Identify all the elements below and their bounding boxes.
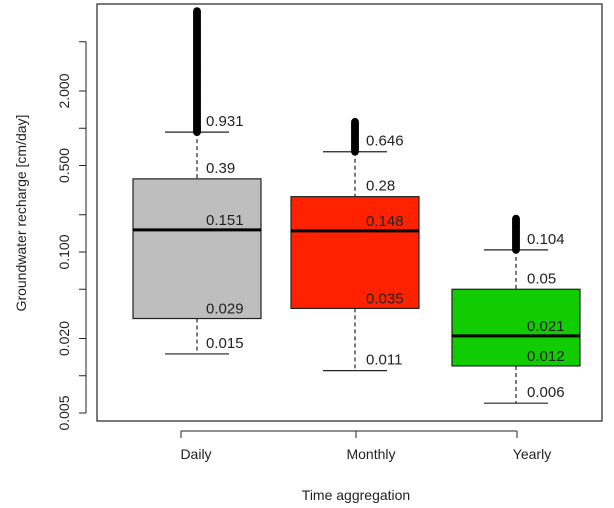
box-body (451, 288, 581, 367)
y-tick-label: 0.005 (56, 395, 72, 430)
value-label: 0.035 (366, 290, 404, 307)
value-label: 0.151 (206, 212, 244, 229)
value-label: 0.029 (206, 301, 244, 318)
y-tick-label: 0.500 (56, 148, 72, 183)
x-tick-label: Daily (180, 446, 211, 462)
value-label: 0.39 (206, 160, 235, 177)
box-daily: 0.931 0.39 0.151 0.029 0.015 (132, 7, 262, 355)
box-yearly: 0.104 0.05 0.021 0.012 0.006 (451, 214, 581, 404)
value-label: 0.006 (527, 384, 565, 401)
value-label: 0.012 (527, 348, 565, 365)
outlier-point (512, 214, 520, 223)
x-axis: Daily Monthly Yearly (180, 430, 551, 462)
x-tick-label: Yearly (513, 446, 551, 462)
value-label: 0.021 (527, 318, 565, 335)
y-tick-label: 0.020 (56, 321, 72, 356)
value-label: 0.104 (527, 231, 565, 248)
y-axis-title: Groundwater recharge [cm/day] (13, 115, 29, 312)
value-label: 0.148 (366, 213, 404, 230)
plot-frame (96, 3, 603, 422)
value-label: 0.05 (527, 270, 556, 287)
x-axis-title: Time aggregation (302, 487, 410, 503)
x-tick-label: Monthly (346, 446, 395, 462)
outlier-point (351, 117, 359, 126)
box-monthly: 0.646 0.28 0.148 0.035 0.011 (290, 117, 420, 372)
value-label: 0.015 (206, 335, 244, 352)
outlier-point (193, 7, 201, 16)
box-body (290, 196, 420, 310)
value-label: 0.28 (366, 178, 395, 195)
box-body (132, 178, 262, 320)
y-tick-label: 2.000 (56, 73, 72, 108)
value-label: 0.646 (366, 133, 404, 150)
value-label: 0.011 (366, 352, 402, 369)
value-label: 0.931 (206, 113, 244, 130)
boxes: 0.9310.390.1510.0290.0150.6460.280.1480.… (132, 7, 581, 404)
y-axis: 0.005 0.020 0.100 0.500 2.000 (56, 41, 87, 431)
y-tick-label: 0.100 (56, 234, 72, 269)
